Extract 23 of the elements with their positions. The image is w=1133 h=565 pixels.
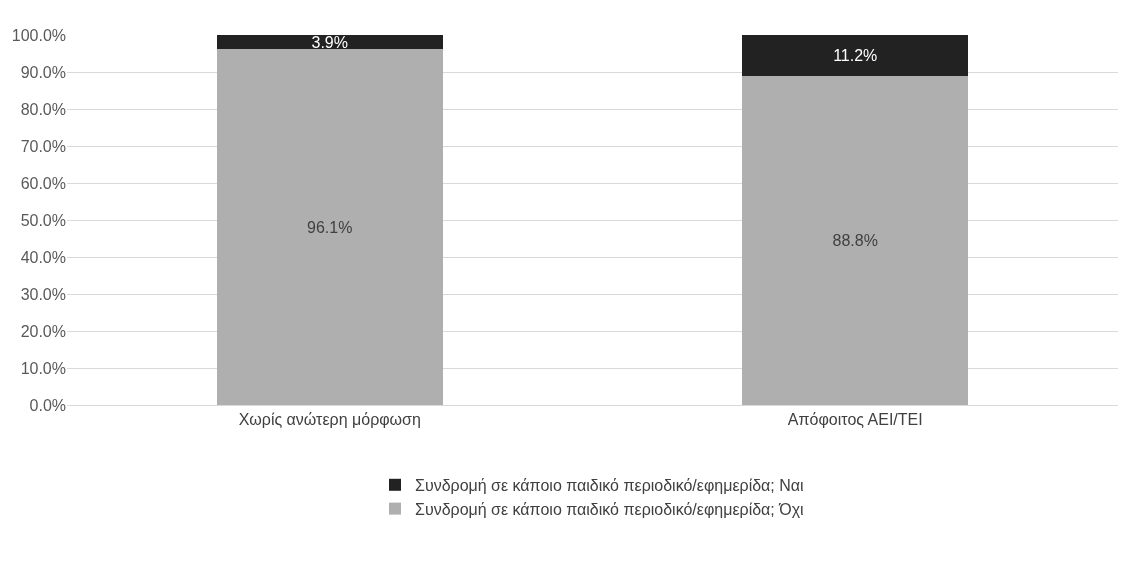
bar xyxy=(742,35,969,77)
data-label: 96.1% xyxy=(307,218,353,236)
bar xyxy=(216,35,443,50)
bar xyxy=(742,76,969,405)
y-tick-label: 70.0% xyxy=(20,137,66,155)
y-tick-label: 0.0% xyxy=(29,396,66,414)
y-tick-label: 40.0% xyxy=(20,248,66,266)
y-tick-label: 90.0% xyxy=(20,63,66,81)
y-tick-label: 30.0% xyxy=(20,285,66,303)
y-tick-label: 50.0% xyxy=(20,211,66,229)
bar xyxy=(216,49,443,405)
data-label: 11.2% xyxy=(833,47,878,65)
legend-label: Συνδρομή σε κάποιο παιδικό περιοδικό/εφημερίδα; Όχι xyxy=(415,500,805,518)
y-tick-label: 60.0% xyxy=(20,174,66,192)
y-tick-label: 10.0% xyxy=(20,359,66,377)
x-tick-label: Χωρίς ανώτερη μόρφωση xyxy=(238,411,421,429)
data-label: 88.8% xyxy=(832,232,878,250)
y-tick-label: 20.0% xyxy=(20,322,66,340)
y-tick-label: 100.0% xyxy=(11,26,66,44)
x-tick-label: Απόφοιτος ΑΕΙ/ΤΕΙ xyxy=(787,411,923,429)
data-label: 3.9% xyxy=(311,33,348,51)
y-tick-label: 80.0% xyxy=(20,100,66,118)
legend-label: Συνδρομή σε κάποιο παιδικό περιοδικό/εφημερίδα; Ναι xyxy=(415,477,805,495)
